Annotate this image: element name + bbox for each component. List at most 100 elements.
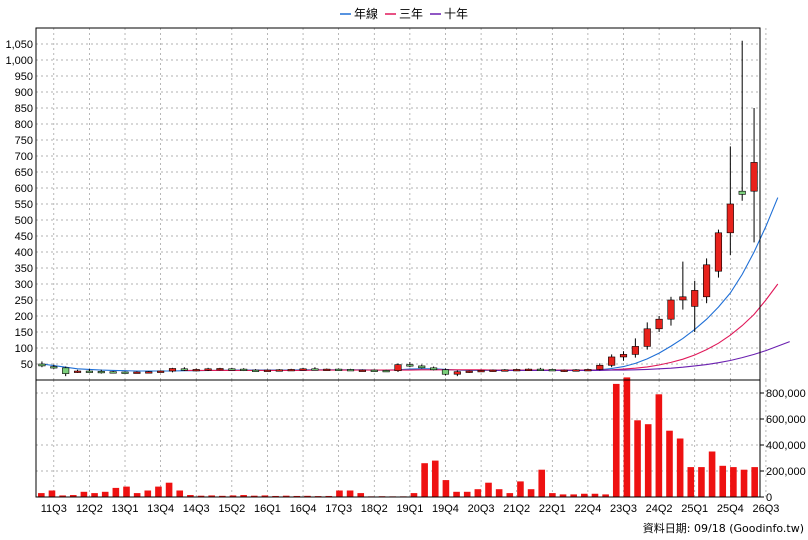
x-tick-label: 21Q2 [503, 503, 530, 515]
data-date-credit: 資料日期: 09/18 (Goodinfo.tw) [643, 521, 804, 535]
candle-body [263, 369, 272, 372]
candle-body [50, 366, 58, 369]
candle-body [85, 370, 93, 373]
volume-bar [559, 494, 567, 497]
volume-bar [336, 490, 343, 497]
candle-body [157, 370, 165, 373]
candle-body [524, 368, 533, 371]
volume-bar [282, 495, 290, 497]
volume-bar [719, 465, 727, 497]
volume-bar [325, 495, 333, 497]
volume-bar [431, 460, 439, 497]
volume-bar [346, 490, 354, 497]
x-tick-label: 16Q1 [254, 503, 281, 515]
candle-body [73, 370, 82, 373]
x-tick-label: 15Q2 [218, 503, 245, 515]
candle-body [121, 371, 129, 374]
volume-bar [751, 467, 758, 497]
candle-body [418, 365, 426, 369]
candle-body [370, 369, 378, 372]
volume-bar [410, 493, 418, 497]
candle-body [382, 370, 390, 373]
volume-bar [538, 469, 546, 497]
candle-body [560, 369, 568, 372]
candle-body [667, 299, 675, 320]
price-tick-label: 300 [15, 279, 33, 291]
volume-bar [644, 424, 652, 497]
volume-bar [527, 489, 535, 497]
volume-bar [261, 495, 269, 497]
x-tick-label: 25Q1 [681, 503, 708, 515]
volume-bar [176, 490, 184, 497]
candle-body [643, 328, 651, 347]
x-tick-label: 22Q4 [574, 503, 601, 515]
candle-body [323, 368, 331, 371]
candle-body [62, 367, 70, 374]
price-tick-label: 600 [15, 183, 33, 195]
x-tick-label: 23Q3 [610, 503, 637, 515]
volume-bar [48, 490, 56, 497]
volume-bar [208, 495, 215, 497]
volume-bar [101, 491, 109, 497]
volume-bar [698, 467, 705, 497]
candle-body [287, 369, 295, 372]
candle-body [299, 368, 307, 371]
volume-bar [165, 482, 173, 497]
volume-tick-label: 400,000 [766, 440, 806, 452]
x-tick-label: 22Q1 [539, 503, 566, 515]
volume-bar [219, 495, 226, 497]
price-tick-label: 900 [15, 87, 33, 99]
price-tick-label: 500 [15, 215, 33, 227]
volume-bar [474, 489, 482, 497]
price-axis-ticks: 50 100 150 200 250 300 350 400 450 500 550 600 650 70… [5, 39, 33, 371]
x-tick-label: 12Q2 [76, 503, 103, 515]
candle-body [252, 369, 260, 372]
price-tick-label: 350 [15, 263, 33, 275]
candle-body [430, 367, 438, 371]
volume-bars [38, 377, 758, 497]
price-tick-label: 800 [15, 119, 33, 131]
candle-body [596, 364, 604, 370]
candle-body [619, 354, 628, 358]
price-tick-label: 150 [15, 327, 33, 339]
candle-body [631, 346, 639, 355]
volume-bar [708, 451, 716, 497]
x-tick-label: 26Q3 [752, 503, 779, 515]
volume-bar [250, 495, 258, 497]
volume-bar [485, 482, 492, 497]
legend-label-year: 年線 [354, 6, 378, 21]
volume-bar [421, 463, 428, 497]
volume-bar [581, 493, 588, 497]
candle-body [548, 369, 556, 372]
candle-body [453, 371, 461, 375]
price-gridlines [36, 28, 767, 380]
volume-tick-label: 800,000 [766, 388, 806, 400]
candle-body [750, 162, 758, 192]
volume-bar [144, 490, 152, 497]
volume-tick-label: 0 [766, 492, 772, 504]
x-tick-label: 24Q2 [646, 503, 673, 515]
volume-bar [240, 495, 247, 497]
candle-body [346, 369, 355, 372]
volume-bar [38, 493, 45, 497]
candle-body [394, 364, 402, 372]
volume-bar [80, 491, 88, 497]
price-tick-label: 700 [15, 151, 33, 163]
candle-body [584, 369, 592, 372]
volume-tick-label: 600,000 [766, 414, 806, 426]
volume-axis-ticks: 0 200,000 400,000 600,000 800,000 [760, 388, 806, 504]
candle-body [168, 368, 177, 372]
volume-bar [272, 495, 279, 497]
candle-body [275, 369, 283, 372]
candle-body [240, 368, 248, 371]
candle-body [501, 369, 509, 372]
price-tick-label: 250 [15, 295, 33, 307]
candle-body [703, 264, 711, 298]
candle-body [477, 370, 485, 373]
candle-body [726, 203, 734, 234]
volume-bar [495, 489, 503, 497]
volume-bar [570, 494, 577, 497]
candle-body [335, 368, 343, 371]
volume-bar [676, 438, 684, 497]
